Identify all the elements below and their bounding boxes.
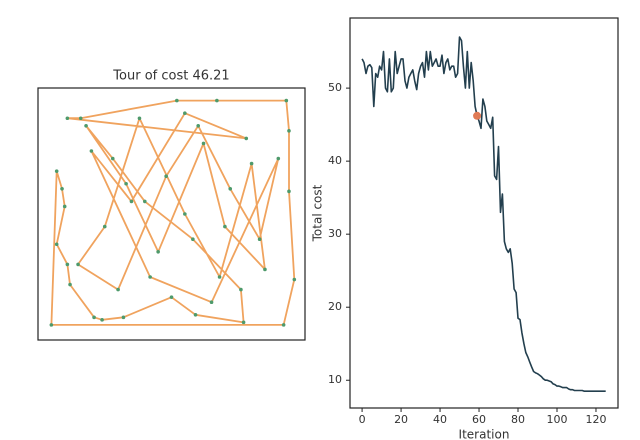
city-point (276, 156, 281, 161)
city-point (89, 149, 94, 153)
city-point (62, 204, 67, 209)
city-point (92, 315, 96, 320)
city-point (241, 320, 246, 325)
city-point (78, 116, 83, 121)
city-point (68, 282, 72, 287)
y-tick-label: 30 (328, 227, 342, 240)
city-point (100, 318, 104, 322)
y-tick-label: 50 (328, 81, 342, 94)
x-tick-label: 20 (394, 413, 408, 426)
city-point (164, 174, 168, 178)
city-point (217, 275, 222, 279)
city-point (215, 98, 219, 103)
city-point (84, 124, 88, 128)
line (50, 99, 296, 326)
city-point (209, 300, 214, 305)
city-point (143, 199, 147, 204)
city-point (148, 275, 152, 279)
city-point (257, 237, 262, 241)
city-point (223, 224, 227, 229)
city-point (183, 212, 187, 216)
city-point (124, 181, 128, 186)
city-point (110, 156, 115, 161)
city-point (287, 129, 291, 133)
city-point (65, 262, 70, 267)
city-point (196, 124, 200, 128)
chart-title: Tour of cost 46.21 (112, 69, 229, 84)
city-point (116, 287, 120, 292)
y-tick-label: 40 (328, 154, 342, 167)
city-point (137, 116, 142, 121)
y-axis-label: Total cost (311, 184, 325, 242)
x-tick-label: 40 (433, 413, 447, 426)
city-point (169, 295, 174, 299)
city-point (183, 111, 187, 115)
city-point (54, 169, 59, 173)
city-point (76, 262, 80, 267)
city-point (191, 237, 195, 241)
city-point (239, 287, 243, 292)
plot-frame (349, 17, 619, 409)
city-point (281, 323, 286, 327)
x-axis-label: Iteration (459, 428, 510, 440)
x-tick-label: 80 (511, 413, 525, 426)
x-tick-label: 60 (472, 413, 486, 426)
y-tick-label: 20 (328, 300, 342, 313)
city-point (284, 98, 289, 103)
city-point (49, 323, 54, 327)
city-point (244, 136, 249, 141)
city-point (65, 116, 70, 121)
city-point (156, 250, 160, 254)
plot-frame (37, 87, 306, 341)
city-point (228, 187, 233, 191)
city-point (129, 199, 134, 204)
line (361, 36, 606, 392)
city-point (193, 313, 198, 317)
city-point (263, 267, 267, 272)
city-point (121, 315, 126, 320)
city-point (201, 141, 206, 146)
city-point (60, 187, 64, 191)
x-tick-label: 0 (359, 413, 366, 426)
highlight-point (473, 111, 482, 120)
city-point (292, 277, 297, 282)
city-point (287, 189, 291, 194)
y-tick-label: 10 (328, 373, 342, 386)
x-tick-label: 120 (585, 413, 606, 426)
city-point (249, 161, 254, 166)
x-tick-label: 100 (546, 413, 567, 426)
city-point (175, 98, 179, 103)
city-point (102, 224, 107, 229)
city-point (54, 242, 59, 247)
